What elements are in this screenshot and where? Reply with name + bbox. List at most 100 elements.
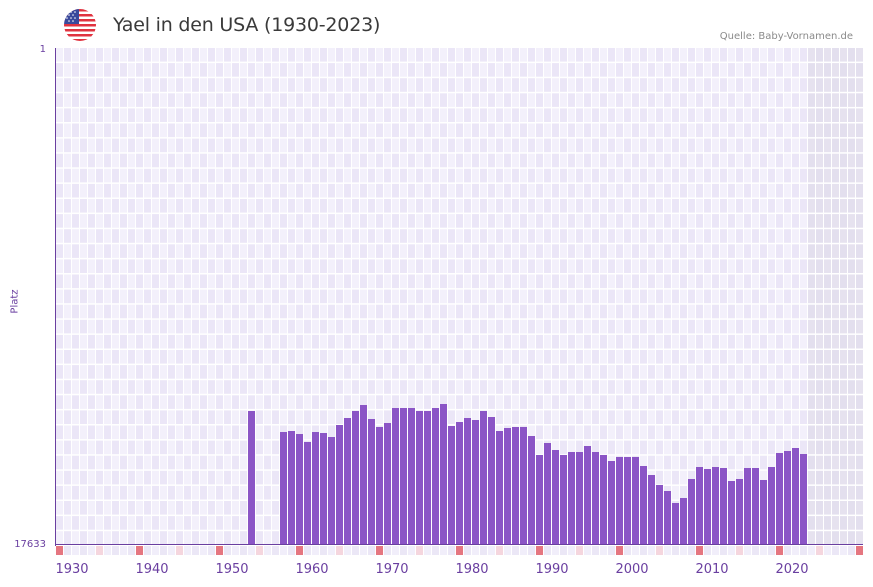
bar-1959[interactable]: [288, 431, 295, 545]
bar-1988[interactable]: [520, 427, 527, 545]
year-cell: [112, 546, 119, 555]
year-cell: [120, 546, 127, 555]
bar-1976[interactable]: [424, 411, 431, 545]
y-axis-line: [55, 48, 56, 546]
x-tick-1980: 1980: [455, 562, 489, 577]
bar-2021[interactable]: [784, 451, 791, 545]
bar-2003[interactable]: [640, 465, 647, 545]
source-credit[interactable]: Quelle: Baby-Vornamen.de: [719, 31, 853, 42]
bar-1989[interactable]: [528, 436, 535, 545]
bar-1983[interactable]: [480, 411, 487, 545]
bar-1980[interactable]: [456, 422, 463, 545]
bar-1961[interactable]: [304, 442, 311, 545]
x-tick-2010: 2010: [695, 562, 729, 577]
bar-2006[interactable]: [664, 490, 671, 545]
year-cell: [808, 546, 815, 555]
bar-1999[interactable]: [608, 460, 615, 545]
bar-1973[interactable]: [400, 408, 407, 545]
bar-1992[interactable]: [552, 450, 559, 545]
year-cell: [608, 546, 615, 555]
bar-1968[interactable]: [360, 405, 367, 545]
bar-1958[interactable]: [280, 432, 287, 545]
year-cell: [440, 546, 447, 555]
year-cell: [272, 546, 279, 555]
year-cell: [752, 546, 759, 555]
year-cell: [552, 546, 559, 555]
bar-1985[interactable]: [496, 431, 503, 545]
x-tick-1970: 1970: [375, 562, 409, 577]
half-decade-marker: [96, 546, 103, 555]
bar-1995[interactable]: [576, 452, 583, 545]
bar-1960[interactable]: [296, 434, 303, 545]
bar-1965[interactable]: [336, 425, 343, 545]
year-cell: [848, 546, 855, 555]
bar-1962[interactable]: [312, 432, 319, 545]
bar-2015[interactable]: [736, 478, 743, 545]
y-tick-top: 1: [39, 44, 46, 55]
year-cell: [480, 546, 487, 555]
year-marker-row: [56, 546, 863, 555]
bar-2000[interactable]: [616, 457, 623, 545]
bar-1967[interactable]: [352, 411, 359, 545]
bar-1998[interactable]: [600, 455, 607, 545]
year-cell: [72, 546, 79, 555]
year-cell: [512, 546, 519, 555]
bar-2014[interactable]: [728, 480, 735, 545]
year-cell: [384, 546, 391, 555]
bar-1977[interactable]: [432, 408, 439, 545]
x-tick-1950: 1950: [215, 562, 249, 577]
bar-2008[interactable]: [680, 497, 687, 545]
x-tick-1940: 1940: [135, 562, 169, 577]
bar-1993[interactable]: [560, 455, 567, 545]
bar-2013[interactable]: [720, 467, 727, 545]
bar-1986[interactable]: [504, 428, 511, 545]
half-decade-marker: [176, 546, 183, 555]
bar-2005[interactable]: [656, 484, 663, 545]
bar-1971[interactable]: [384, 423, 391, 545]
bar-2002[interactable]: [632, 456, 639, 545]
year-cell: [160, 546, 167, 555]
bar-1991[interactable]: [544, 443, 551, 545]
bar-2017[interactable]: [752, 467, 759, 545]
bar-1969[interactable]: [368, 419, 375, 545]
decade-marker: [856, 546, 863, 555]
x-tick-1960: 1960: [295, 562, 329, 577]
bar-1994[interactable]: [568, 452, 575, 545]
bar-2011[interactable]: [704, 468, 711, 545]
bar-1963[interactable]: [320, 433, 327, 545]
bar-1975[interactable]: [416, 411, 423, 545]
bar-1964[interactable]: [328, 437, 335, 545]
bar-2010[interactable]: [696, 466, 703, 545]
year-cell: [400, 546, 407, 555]
bar-1970[interactable]: [376, 427, 383, 545]
year-cell: [760, 546, 767, 555]
bar-1996[interactable]: [584, 446, 591, 545]
bar-2004[interactable]: [648, 474, 655, 545]
bar-1990[interactable]: [536, 455, 543, 545]
bar-2022[interactable]: [792, 448, 799, 545]
bar-1979[interactable]: [448, 426, 455, 545]
bar-1982[interactable]: [472, 420, 479, 545]
bar-1974[interactable]: [408, 408, 415, 545]
year-cell: [640, 546, 647, 555]
bar-1966[interactable]: [344, 418, 351, 545]
bar-2023[interactable]: [800, 454, 807, 545]
bar-2012[interactable]: [712, 466, 719, 545]
bar-2018[interactable]: [760, 479, 767, 545]
bar-1972[interactable]: [392, 408, 399, 545]
year-cell: [320, 546, 327, 555]
bar-2020[interactable]: [776, 453, 783, 545]
bar-2009[interactable]: [688, 478, 695, 545]
bar-2019[interactable]: [768, 466, 775, 545]
bar-1954[interactable]: [248, 411, 255, 545]
bar-1987[interactable]: [512, 427, 519, 545]
bar-2007[interactable]: [672, 502, 679, 545]
bar-1978[interactable]: [440, 404, 447, 545]
bar-2001[interactable]: [624, 456, 631, 545]
bar-1984[interactable]: [488, 417, 495, 545]
bar-1981[interactable]: [464, 418, 471, 545]
bar-2016[interactable]: [744, 467, 751, 545]
bar-1997[interactable]: [592, 452, 599, 545]
year-cell: [424, 546, 431, 555]
year-cell: [80, 546, 87, 555]
